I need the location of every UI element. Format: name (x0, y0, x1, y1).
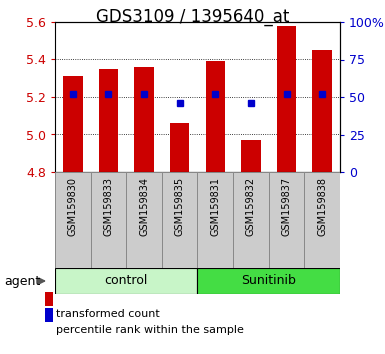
Bar (99, 69, 118, 172)
Text: GSM159835: GSM159835 (175, 177, 185, 236)
Text: GSM159833: GSM159833 (104, 177, 114, 236)
Bar (170, 123, 189, 172)
Text: GSM159834: GSM159834 (139, 177, 149, 236)
Bar (198, 172, 233, 268)
Bar (45, 308, 53, 322)
Bar (63, 76, 83, 172)
Bar (277, 26, 296, 172)
Text: GSM159838: GSM159838 (317, 177, 327, 236)
Bar (269, 172, 305, 268)
Bar (90, 172, 126, 268)
Bar (162, 172, 198, 268)
Text: percentile rank within the sample: percentile rank within the sample (56, 325, 244, 335)
Bar (126, 172, 162, 268)
Text: GSM159831: GSM159831 (210, 177, 220, 236)
Bar (305, 172, 340, 268)
Bar (241, 140, 261, 172)
Text: agent: agent (4, 274, 40, 287)
Bar (134, 67, 154, 172)
Text: Sunitinib: Sunitinib (241, 274, 296, 287)
Text: control: control (105, 274, 148, 287)
Bar (312, 50, 332, 172)
Bar (55, 268, 198, 294)
Bar (206, 61, 225, 172)
Bar (198, 268, 340, 294)
Text: GSM159830: GSM159830 (68, 177, 78, 236)
Bar (233, 172, 269, 268)
Text: GSM159832: GSM159832 (246, 177, 256, 236)
Text: GSM159837: GSM159837 (281, 177, 291, 236)
Text: transformed count: transformed count (56, 309, 160, 319)
Text: GDS3109 / 1395640_at: GDS3109 / 1395640_at (96, 8, 289, 26)
Bar (45, 292, 53, 306)
Bar (55, 172, 90, 268)
